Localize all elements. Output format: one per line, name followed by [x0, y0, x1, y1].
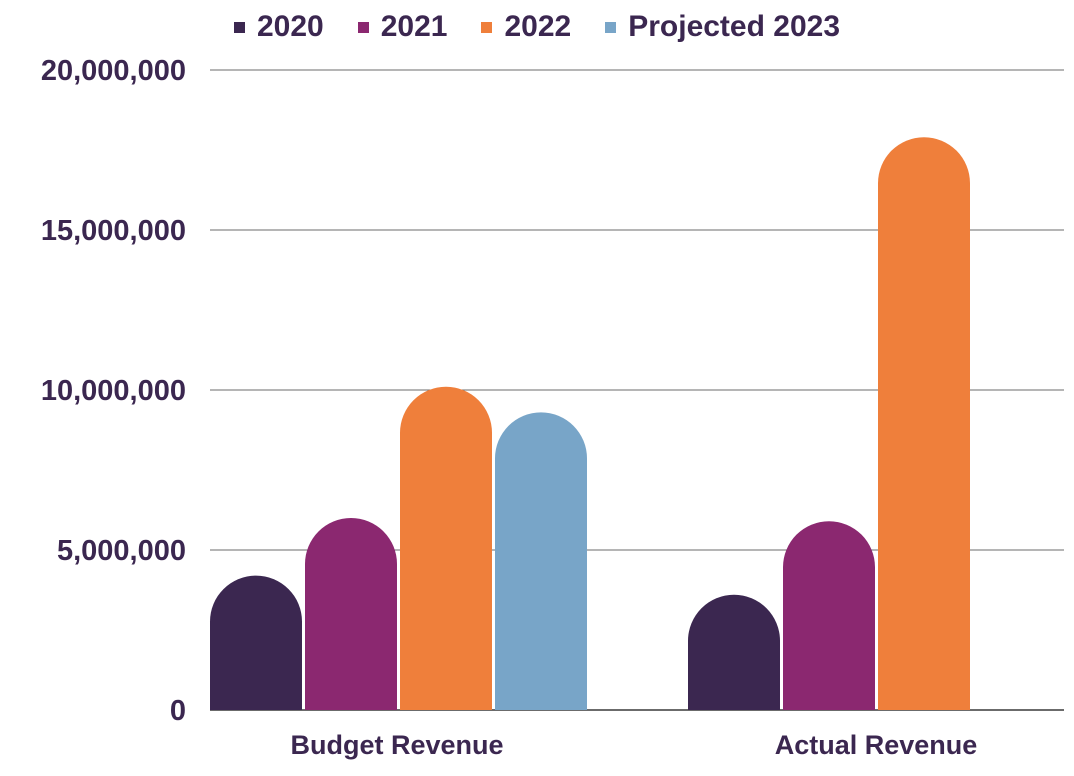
y-tick-label: 20,000,000 [41, 55, 186, 87]
legend-item-projected-2023[interactable]: Projected 2023 [605, 10, 840, 44]
bars [210, 137, 970, 710]
bar-actual-revenue-2021[interactable] [783, 521, 875, 710]
y-tick-label: 5,000,000 [57, 535, 186, 567]
y-tick-label: 15,000,000 [41, 215, 186, 247]
bar-actual-revenue-2022[interactable] [878, 137, 970, 710]
bar-budget-revenue-projected-2023[interactable] [495, 412, 587, 710]
legend-label-projected-2023: Projected 2023 [628, 10, 841, 43]
y-tick-label: 0 [170, 695, 186, 727]
bar-budget-revenue-2021[interactable] [305, 518, 397, 710]
x-category-label: Budget Revenue [290, 730, 503, 760]
x-category-label: Actual Revenue [775, 730, 978, 760]
bar-actual-revenue-2020[interactable] [688, 594, 780, 710]
legend-label-2022: 2022 [504, 10, 572, 43]
legend-swatch-2022 [481, 21, 493, 33]
legend-swatch-2020 [233, 21, 245, 33]
legend-item-2022[interactable]: 2022 [481, 10, 571, 44]
x-axis-labels: Budget Revenue Actual Revenue [290, 730, 977, 760]
y-axis-ticks: 0 5,000,000 10,000,000 15,000,000 20,000,000 [41, 55, 186, 727]
legend-label-2020: 2020 [256, 10, 324, 43]
legend-swatch-projected-2023 [605, 21, 617, 33]
y-tick-label: 10,000,000 [41, 375, 186, 407]
legend-item-2021[interactable]: 2021 [357, 10, 448, 44]
bar-budget-revenue-2020[interactable] [210, 575, 302, 710]
chart-legend: 2020 2021 2022 Projected 2023 [0, 10, 1074, 44]
bar-budget-revenue-2022[interactable] [400, 386, 492, 710]
legend-label-2021: 2021 [380, 10, 448, 43]
legend-swatch-2021 [357, 21, 369, 33]
legend-item-2020[interactable]: 2020 [233, 10, 324, 44]
